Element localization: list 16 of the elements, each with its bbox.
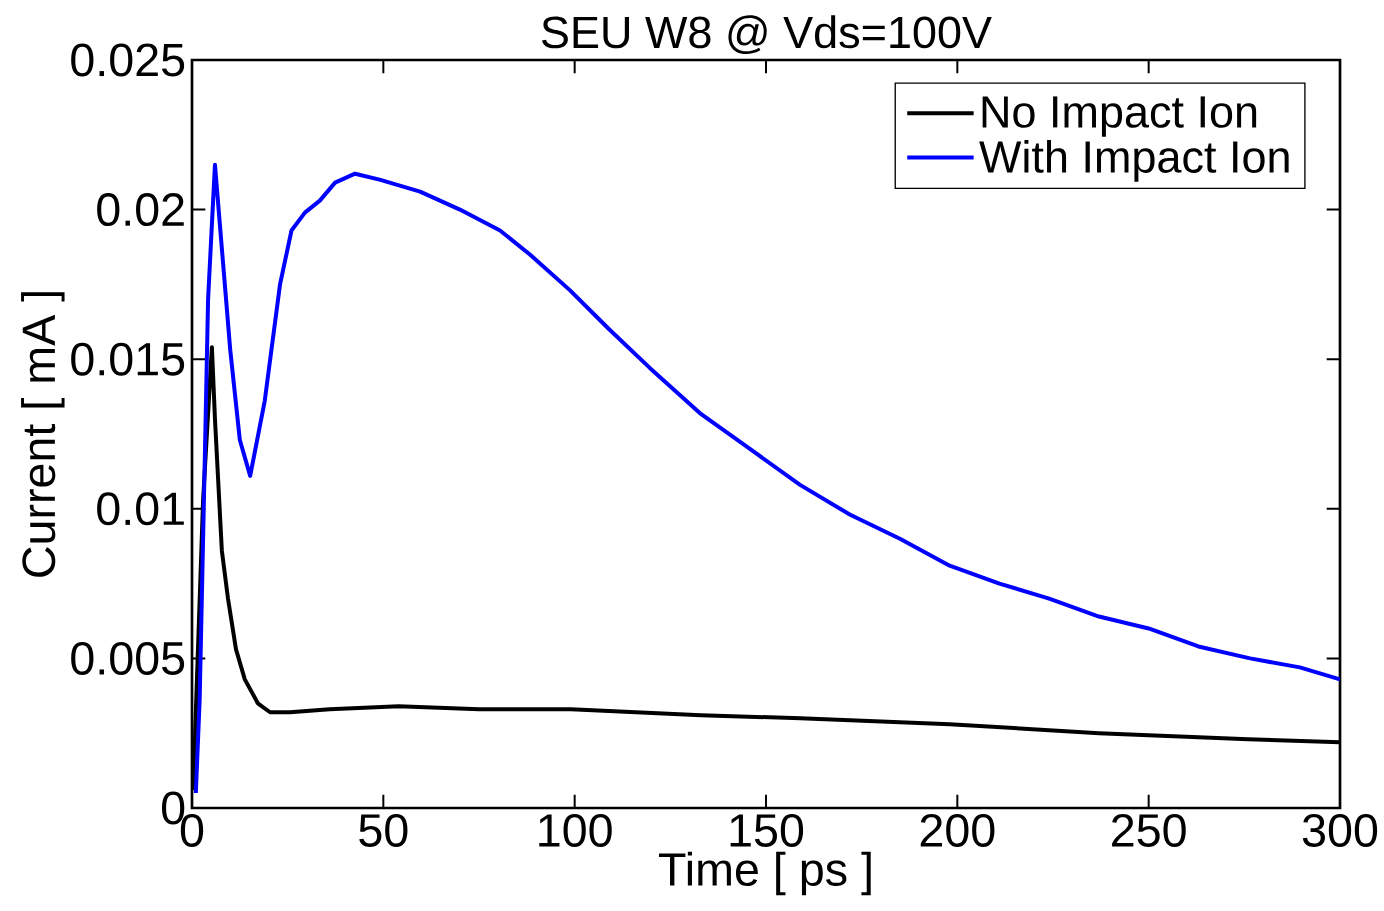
y-tick-label: 0.025	[71, 43, 185, 77]
legend-label: No Impact Ion	[982, 96, 1257, 137]
x-tick-label: 200	[920, 813, 995, 847]
x-axis-title: Time [ ps ]	[659, 851, 871, 896]
chart-title: SEU W8 @ Vds=100V	[541, 15, 992, 55]
x-tick-label: 100	[539, 813, 612, 847]
y-tick-label: 0.005	[71, 641, 185, 675]
x-tick-label: 300	[1302, 813, 1378, 847]
x-tick-label: 50	[359, 813, 408, 847]
y-tick-label: 0.02	[97, 193, 184, 227]
x-tick-label: 250	[1112, 813, 1186, 847]
legend-label: With Impact Ion	[979, 139, 1289, 182]
y-axis-title: Current [ mA ]	[21, 292, 65, 577]
y-tick-label: 0.015	[71, 342, 185, 376]
y-tick-label: 0.01	[97, 492, 184, 526]
x-tick-label: 150	[730, 813, 804, 847]
